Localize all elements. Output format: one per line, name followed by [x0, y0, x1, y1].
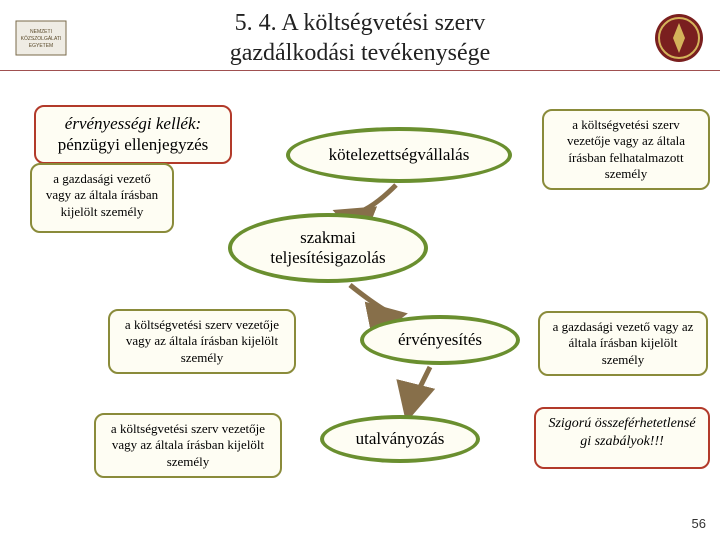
box-org-head-designated-2: a költségvetési szerv vezetője vagy az á… — [94, 413, 282, 478]
title-line-1: 5. 4. A költségvetési szerv — [235, 10, 486, 36]
box-org-head-designated-1: a költségvetési szerv vezetője vagy az á… — [108, 309, 296, 374]
svg-text:NEMZETI: NEMZETI — [30, 29, 52, 35]
title-line-2: gazdálkodási tevékenysége — [230, 40, 491, 66]
diagram-canvas: érvényességi kellék:pénzügyi ellenjegyzé… — [0, 71, 720, 535]
ellipse-validation: érvényesítés — [360, 315, 520, 365]
page-number: 56 — [692, 516, 706, 531]
slide-header: NEMZETI KÖZSZOLGÁLATI EGYETEM 5. 4. A kö… — [0, 0, 720, 71]
left-logo: NEMZETI KÖZSZOLGÁLATI EGYETEM — [14, 11, 68, 65]
ellipse-payment-order: utalványozás — [320, 415, 480, 463]
right-logo — [652, 11, 706, 65]
box-strict-rules: Szigorú összeférhetetlensé gi szabályok!… — [534, 407, 710, 469]
ellipse-commitment: kötelezettségvállalás — [286, 127, 512, 183]
box-economic-manager-2: a gazdasági vezető vagy az általa írásba… — [538, 311, 708, 376]
box-org-head-authorized: a költségvetési szerv vezetője vagy az á… — [542, 109, 710, 190]
box-economic-manager-1: a gazdasági vezető vagy az általa írásba… — [30, 163, 174, 233]
svg-text:EGYETEM: EGYETEM — [29, 43, 53, 49]
slide-title: 5. 4. A költségvetési szerv gazdálkodási… — [68, 8, 652, 68]
ellipse-performance-cert: szakmaiteljesítésigazolás — [228, 213, 428, 283]
box-validity-note: érvényességi kellék:pénzügyi ellenjegyzé… — [34, 105, 232, 164]
svg-text:KÖZSZOLGÁLATI: KÖZSZOLGÁLATI — [21, 35, 62, 42]
